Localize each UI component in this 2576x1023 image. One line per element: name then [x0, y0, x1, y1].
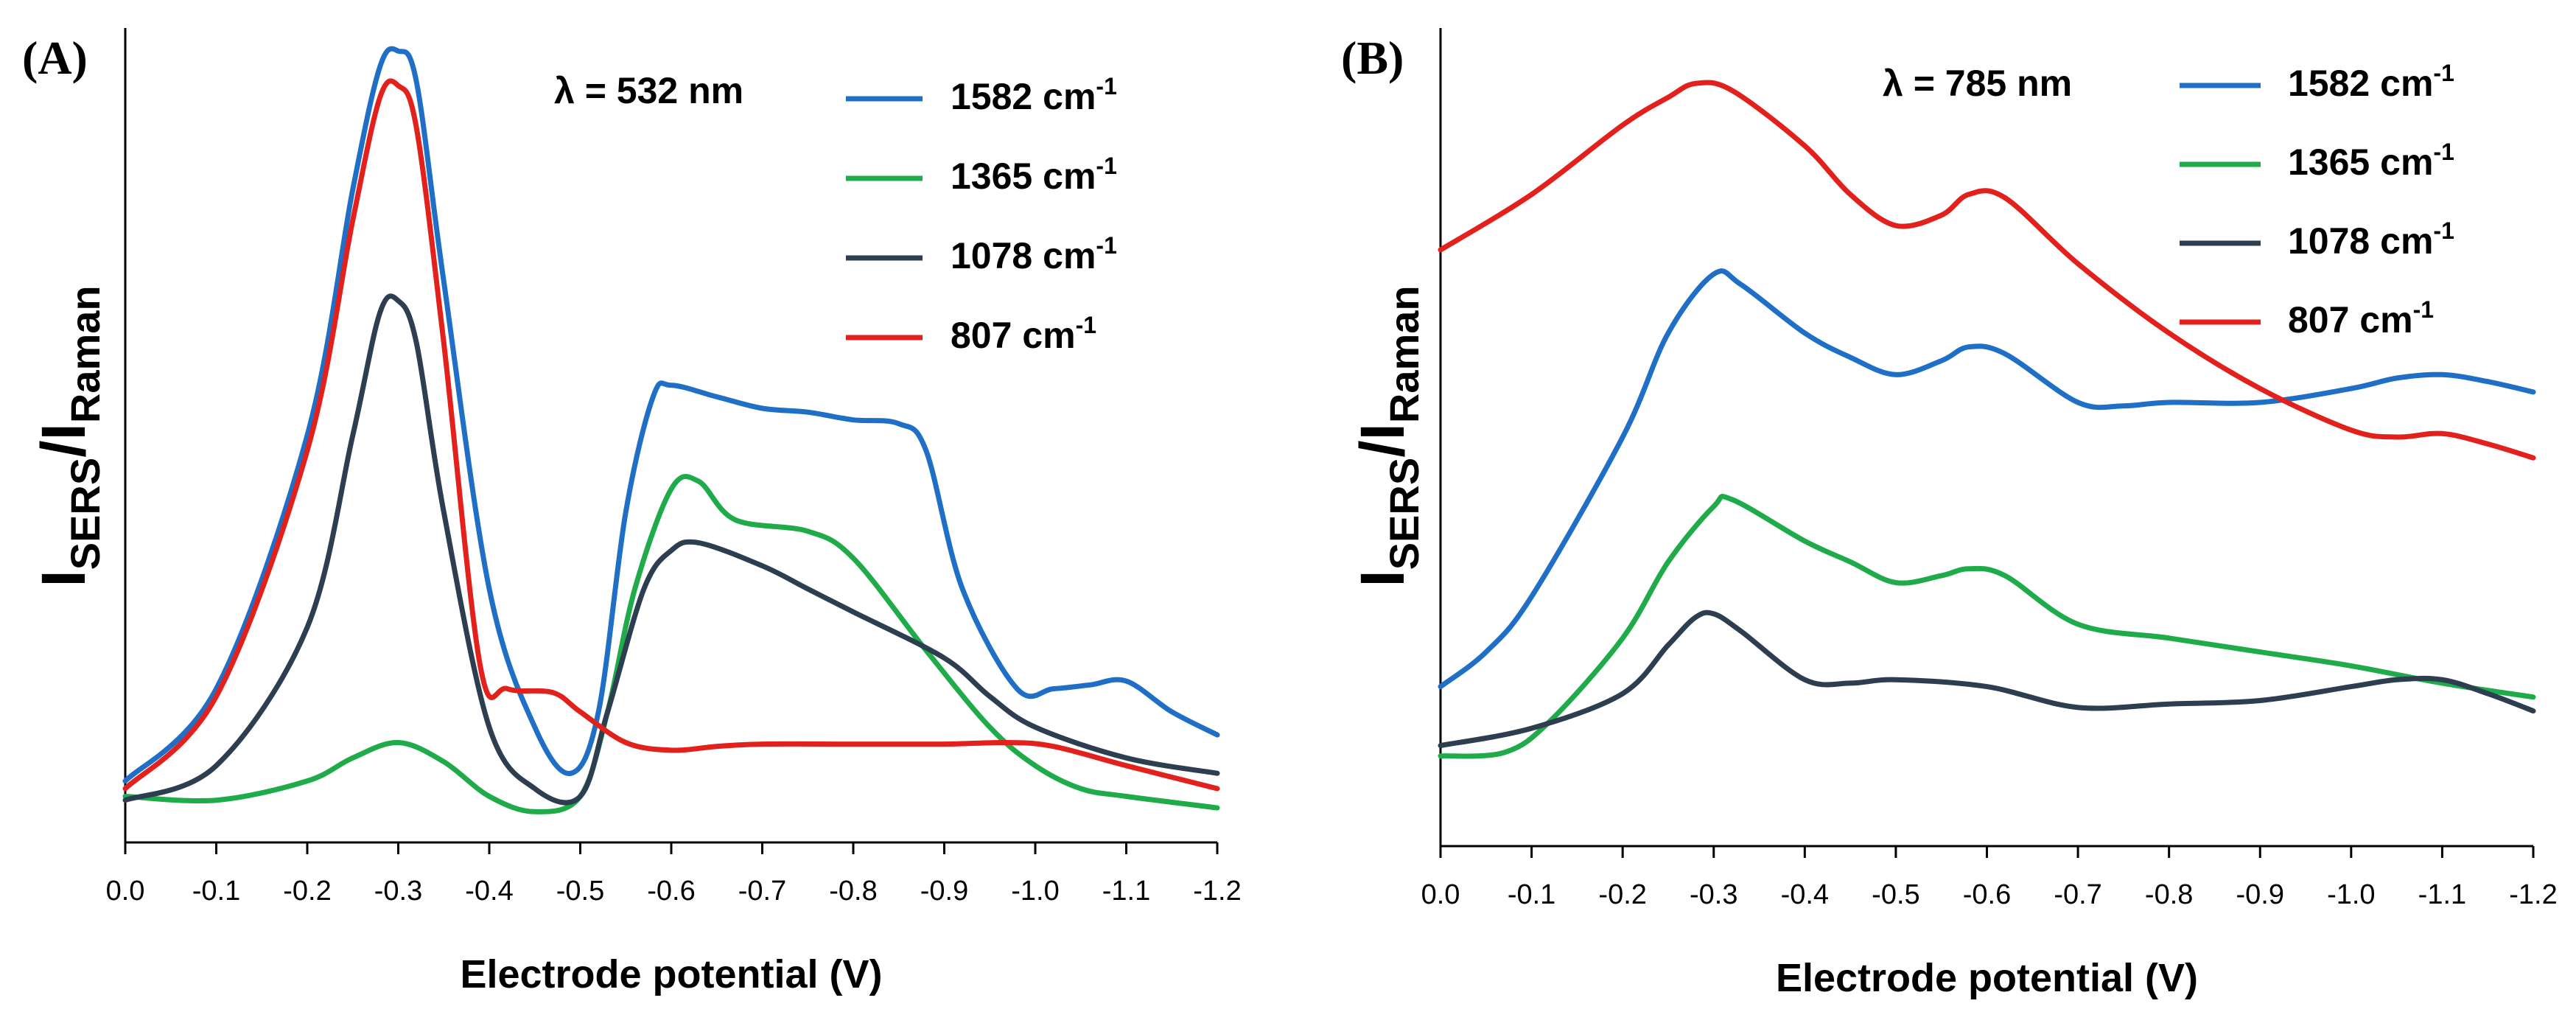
legend-wavenumber: 1078 — [2288, 220, 2370, 262]
y-axis-label-part: SERS — [1381, 458, 1427, 570]
legend-space — [2349, 299, 2359, 341]
legend-wavenumber: 1582 — [951, 76, 1032, 117]
series-line-1078 — [1438, 610, 2536, 749]
x-tick-label: 0.0 — [106, 876, 145, 907]
x-tick-label: -1.1 — [1102, 876, 1150, 907]
x-tick-label: -0.7 — [2054, 879, 2101, 910]
x-tick-label: -0.9 — [2236, 879, 2284, 910]
legend-wavenumber: 1365 — [951, 156, 1032, 197]
legend-wavenumber: 807 — [2288, 299, 2349, 341]
x-tick-label: 0.0 — [1421, 879, 1460, 910]
legend-unit-exponent: -1 — [1096, 73, 1116, 99]
legend-wavenumber: 807 — [951, 315, 1012, 356]
legend-space — [2370, 220, 2380, 262]
legend-unit: cm — [1022, 315, 1075, 356]
y-axis-label-part: Raman — [1381, 285, 1427, 423]
legend-space — [1032, 235, 1043, 276]
series-line-1365 — [122, 474, 1220, 814]
x-tick-label: -1.2 — [1193, 876, 1241, 907]
series-line-1582 — [122, 46, 1220, 784]
series-line-1365 — [1438, 494, 2536, 759]
y-axis-label-part: I — [1348, 570, 1417, 587]
x-tick-label: -1.0 — [1011, 876, 1059, 907]
legend-unit-exponent: -1 — [2433, 60, 2454, 86]
x-tick-label: -0.5 — [1872, 879, 1919, 910]
legend-unit-exponent: -1 — [2433, 139, 2454, 165]
legend-unit: cm — [1043, 76, 1096, 117]
chart-panel-b: (B) 0.0 -0.1 -0.2 -0.3 -0.4 -0.5 -0.6 -0.7 -0.8 -0… — [1341, 28, 2558, 1000]
legend-unit: cm — [1043, 235, 1096, 276]
legend-space — [1012, 315, 1022, 356]
y-axis-label-part: SERS — [62, 458, 108, 570]
y-axis-label: ISERS/IRaman — [29, 285, 108, 587]
x-tick-label: -1.1 — [2418, 879, 2466, 910]
legend-unit: cm — [1043, 156, 1096, 197]
legend-space — [1032, 76, 1043, 117]
legend-label-807: 807 cm-1 — [951, 312, 1096, 356]
legend-unit: cm — [2380, 63, 2433, 104]
legend-unit: cm — [2380, 142, 2433, 183]
wavelength-annotation: λ = 532 nm — [554, 70, 743, 111]
legend-space — [2370, 63, 2380, 104]
x-tick-label: -0.5 — [556, 876, 604, 907]
legend-unit-exponent: -1 — [2433, 217, 2454, 244]
x-tick-label: -0.8 — [829, 876, 877, 907]
x-tick-label: -0.4 — [465, 876, 513, 907]
legend-wavenumber: 1078 — [951, 235, 1032, 276]
x-axis-label: Electrode potential (V) — [1776, 956, 2198, 1000]
panel-label: (A) — [22, 32, 88, 84]
legend-unit: cm — [2359, 299, 2412, 341]
legend-label-807: 807 cm-1 — [2288, 296, 2434, 341]
x-tick-label: -0.6 — [647, 876, 695, 907]
legend-unit-exponent: -1 — [1096, 232, 1116, 259]
panel-label: (B) — [1341, 32, 1404, 84]
legend-wavenumber: 1582 — [2288, 63, 2370, 104]
y-axis-label: ISERS/IRaman — [1348, 285, 1427, 587]
legend-label-1365: 1365 cm-1 — [951, 153, 1117, 197]
x-tick-label: -0.2 — [1598, 879, 1646, 910]
legend-unit: cm — [2380, 220, 2433, 262]
series-line-1582 — [1438, 268, 2536, 690]
wavelength-annotation: λ = 785 nm — [1883, 63, 2072, 104]
legend-wavenumber: 1365 — [2288, 142, 2370, 183]
legend-space — [2370, 142, 2380, 183]
x-tick-label: -0.9 — [920, 876, 968, 907]
chart-panel-a: (A) 0.0 -0.1 -0.2 -0.3 -0.4 -0.5 -0.6 -0.7 -0.8 -0… — [22, 28, 1242, 996]
legend-label-1078: 1078 cm-1 — [951, 232, 1117, 276]
x-tick-label: -0.2 — [283, 876, 331, 907]
legend-label-1582: 1582 cm-1 — [951, 73, 1117, 117]
x-tick-label: -1.0 — [2327, 879, 2375, 910]
legend-label-1582: 1582 cm-1 — [2288, 60, 2454, 104]
x-tick-label: -0.3 — [1690, 879, 1737, 910]
x-tick-label: -0.1 — [192, 876, 240, 907]
x-tick-label: -0.1 — [1508, 879, 1555, 910]
x-tick-label: -0.4 — [1781, 879, 1829, 910]
legend-label-1078: 1078 cm-1 — [2288, 217, 2454, 262]
series-line-807 — [122, 78, 1220, 792]
y-axis-label-part: /I — [1348, 423, 1417, 458]
legend-unit-exponent: -1 — [2413, 296, 2434, 323]
y-axis-label-part: /I — [29, 423, 98, 458]
series-line-807 — [1438, 80, 2536, 461]
legend-unit-exponent: -1 — [1096, 153, 1116, 179]
x-tick-label: -0.6 — [1963, 879, 2011, 910]
legend-unit-exponent: -1 — [1076, 312, 1096, 338]
legend-space — [1032, 156, 1043, 197]
x-tick-label: -0.3 — [374, 876, 422, 907]
y-axis-label-part: Raman — [62, 285, 108, 423]
y-axis-label-part: I — [29, 570, 98, 587]
x-tick-label: -0.8 — [2145, 879, 2193, 910]
legend-label-1365: 1365 cm-1 — [2288, 139, 2454, 183]
series-line-1078 — [122, 293, 1220, 806]
x-tick-label: -0.7 — [738, 876, 786, 907]
x-axis-label: Electrode potential (V) — [460, 952, 882, 996]
x-tick-label: -1.2 — [2509, 879, 2557, 910]
